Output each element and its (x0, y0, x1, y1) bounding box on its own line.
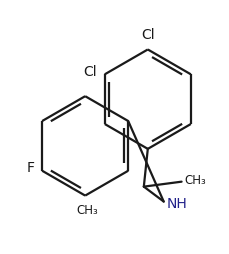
Text: CH₃: CH₃ (184, 174, 205, 187)
Text: Cl: Cl (83, 65, 96, 79)
Text: NH: NH (166, 197, 187, 211)
Text: F: F (26, 161, 34, 175)
Text: Cl: Cl (140, 27, 154, 41)
Text: CH₃: CH₃ (76, 203, 98, 217)
